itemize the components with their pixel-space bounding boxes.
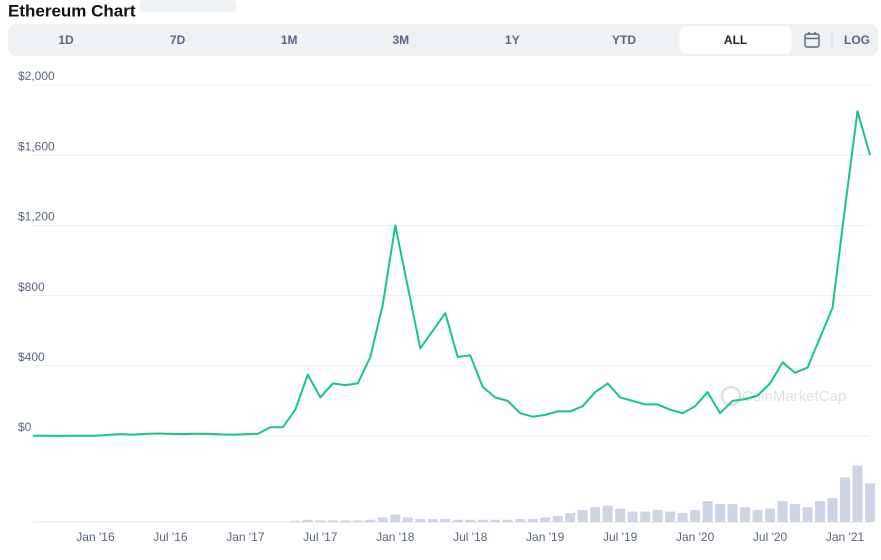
volume-bar — [690, 510, 700, 522]
volume-bar — [453, 520, 463, 522]
range-button[interactable]: 3M — [392, 33, 409, 47]
volume-bar — [415, 519, 425, 522]
volume-bar — [678, 513, 688, 522]
volume-bar — [490, 520, 500, 522]
volume-bar — [665, 512, 675, 522]
volume-bar — [328, 521, 338, 522]
volume-bar — [778, 501, 788, 522]
x-tick-label: Jan '18 — [376, 530, 415, 544]
x-tick-label: Jan '16 — [76, 530, 115, 544]
x-tick-label: Jan '19 — [526, 530, 565, 544]
volume-bar — [828, 498, 838, 522]
volume-bar — [640, 512, 650, 522]
volume-bar — [315, 521, 325, 522]
volume-bar — [378, 518, 388, 522]
volume-bar — [290, 521, 300, 522]
range-button[interactable]: 1D — [58, 33, 74, 47]
volume-bar — [515, 519, 525, 522]
volume-bar — [703, 501, 713, 522]
log-button[interactable]: LOG — [844, 33, 870, 47]
y-tick-label: $800 — [18, 280, 45, 294]
volume-bar — [653, 510, 663, 522]
y-tick-label: $1,200 — [18, 210, 55, 224]
volume-bar — [765, 509, 775, 522]
x-tick-label: Jul '20 — [753, 530, 788, 544]
volume-bar — [628, 512, 638, 522]
range-button[interactable]: YTD — [612, 33, 636, 47]
volume-bar — [528, 519, 538, 522]
volume-bar — [390, 515, 400, 522]
volume-bar — [365, 520, 375, 522]
y-tick-label: $400 — [18, 350, 45, 364]
volume-bar — [340, 521, 350, 522]
volume-bar — [428, 519, 438, 522]
volume-bar — [715, 504, 725, 522]
volume-bar — [815, 501, 825, 522]
volume-bar — [503, 520, 513, 522]
volume-bar — [865, 483, 875, 522]
y-tick-label: $2,000 — [18, 69, 55, 83]
volume-bar — [590, 507, 600, 522]
watermark: CoinMarketCap — [722, 387, 846, 405]
x-tick-label: Jul '19 — [603, 530, 638, 544]
x-tick-label: Jul '17 — [303, 530, 338, 544]
volume-bar — [565, 513, 575, 522]
range-button[interactable]: 7D — [170, 33, 186, 47]
x-tick-label: Jan '20 — [676, 530, 715, 544]
volume-bar — [465, 520, 475, 522]
range-button[interactable]: 1M — [281, 33, 298, 47]
volume-bar — [853, 465, 863, 522]
volume-bar — [615, 509, 625, 522]
range-button[interactable]: ALL — [724, 33, 747, 47]
y-tick-label: $1,600 — [18, 139, 55, 153]
volume-bar — [540, 518, 550, 522]
range-button[interactable]: 1Y — [505, 33, 520, 47]
volume-bar — [753, 510, 763, 522]
volume-bar — [440, 519, 450, 522]
volume-bar — [603, 506, 613, 522]
volume-bar — [803, 507, 813, 522]
volume-bar — [790, 504, 800, 522]
x-tick-label: Jan '17 — [226, 530, 265, 544]
volume-bar — [478, 520, 488, 522]
volume-bar — [303, 520, 313, 522]
x-tick-label: Jul '18 — [453, 530, 488, 544]
volume-bar — [553, 516, 563, 522]
volume-bar — [728, 504, 738, 522]
volume-bar — [353, 521, 363, 522]
chart-title: Ethereum Chart — [8, 1, 136, 20]
x-tick-label: Jan '21 — [826, 530, 865, 544]
hidden-tab — [140, 0, 236, 12]
volume-bar — [840, 477, 850, 522]
volume-bar — [740, 507, 750, 522]
volume-bar — [578, 510, 588, 522]
volume-bar — [403, 518, 413, 522]
y-tick-label: $0 — [18, 420, 32, 434]
x-tick-label: Jul '16 — [153, 530, 188, 544]
